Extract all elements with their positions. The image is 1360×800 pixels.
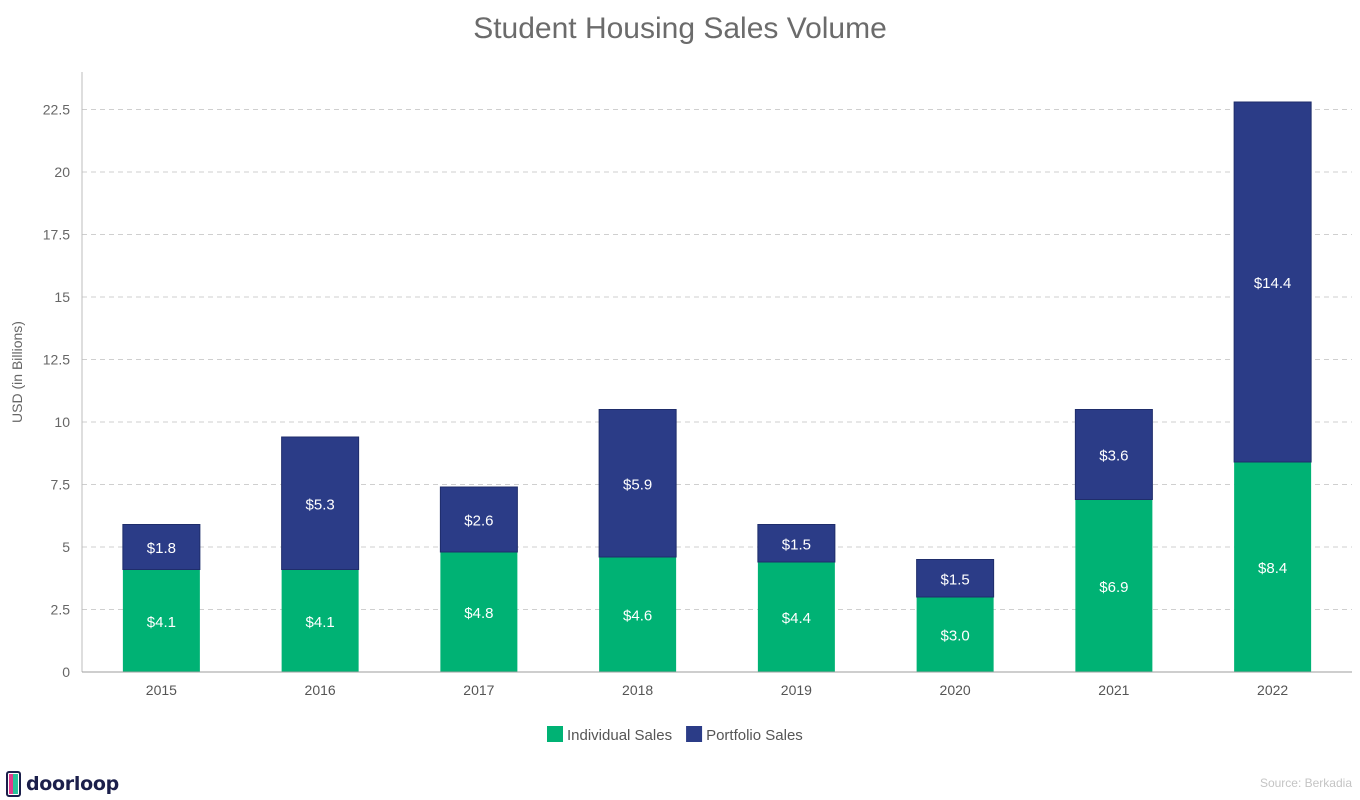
- legend-label: Portfolio Sales: [706, 727, 803, 744]
- bar-individual-2018: [599, 557, 677, 672]
- data-label: $4.6: [623, 608, 652, 625]
- bar-individual-2022: [1234, 462, 1312, 672]
- bar-portfolio-2018: [598, 409, 677, 558]
- data-label: $14.4: [1254, 275, 1292, 292]
- y-tick-label: 5: [62, 539, 70, 555]
- data-label: $4.8: [464, 605, 493, 622]
- y-tick-label: 20: [54, 164, 70, 180]
- data-label: $4.4: [782, 610, 811, 627]
- x-axis-ticks: 2015 2016 2017 2018 2019 2020 2021 2022: [146, 682, 1289, 698]
- axes: [81, 72, 1352, 673]
- bar-individual-2021: [1075, 499, 1153, 672]
- data-label: $2.6: [464, 513, 493, 530]
- bar-individual-2020: [916, 597, 994, 672]
- brand-logo: doorloop: [6, 770, 119, 798]
- y-axis-ticks: 0 2.5 5 7.5 10 12.5 15 17.5 20 22.5: [43, 102, 70, 681]
- data-label: $3.6: [1099, 448, 1128, 465]
- y-tick-label: 10: [54, 414, 70, 430]
- x-tick-label: 2017: [463, 682, 494, 698]
- legend-item-portfolio-sales: Portfolio Sales: [686, 726, 803, 744]
- y-tick-label: 22.5: [43, 102, 70, 118]
- x-tick-label: 2016: [305, 682, 336, 698]
- y-tick-label: 0: [62, 664, 70, 680]
- bar-portfolio-2022: [1233, 101, 1312, 463]
- legend-item-individual-sales: Individual Sales: [547, 726, 672, 744]
- bar-individual-2016: [281, 569, 359, 672]
- data-label: $5.3: [306, 496, 335, 513]
- y-tick-label: 15: [54, 289, 70, 305]
- x-tick-label: 2022: [1257, 682, 1288, 698]
- data-label: $4.1: [147, 614, 176, 631]
- y-tick-label: 7.5: [51, 477, 71, 493]
- bar-portfolio-2020: [916, 559, 995, 598]
- legend-swatch: [686, 726, 703, 742]
- data-label: $1.5: [782, 536, 811, 553]
- logo-text: doorloop: [26, 773, 119, 795]
- bar-individual-2019: [757, 562, 835, 672]
- gridlines: [82, 109, 1352, 610]
- legend-swatch: [547, 726, 563, 742]
- source-note: Source: Berkadia: [1259, 776, 1352, 790]
- data-label: $5.9: [623, 476, 652, 493]
- chart-title: Student Housing Sales Volume: [473, 12, 887, 45]
- bar-portfolio-2019: [757, 524, 836, 563]
- bars: [122, 101, 1312, 672]
- x-tick-label: 2019: [781, 682, 812, 698]
- data-label: $8.4: [1258, 560, 1287, 577]
- legend-label: Individual Sales: [567, 727, 672, 744]
- y-tick-label: 17.5: [43, 227, 70, 243]
- y-tick-label: 12.5: [43, 352, 70, 368]
- bar-individual-2017: [440, 552, 518, 672]
- y-tick-label: 2.5: [51, 602, 71, 618]
- bar-portfolio-2016: [281, 436, 360, 570]
- data-label: $4.1: [306, 614, 335, 631]
- bar-portfolio-2017: [439, 486, 518, 553]
- data-labels: $4.1 $1.8 $4.1 $5.3 $4.8 $2.6 $4.6 $5.9 $4.4 $1.5…: [147, 275, 1292, 645]
- data-label: $6.9: [1099, 579, 1128, 596]
- data-label: $1.5: [941, 571, 970, 588]
- bar-individual-2015: [122, 569, 200, 672]
- x-tick-label: 2015: [146, 682, 177, 698]
- y-axis-label: USD (in Billions): [9, 321, 25, 423]
- legend: Individual Sales Portfolio Sales: [547, 726, 803, 744]
- x-tick-label: 2018: [622, 682, 653, 698]
- data-label: $1.8: [147, 540, 176, 557]
- x-tick-label: 2020: [940, 682, 971, 698]
- data-label: $3.0: [941, 628, 970, 645]
- bar-portfolio-2021: [1074, 409, 1153, 500]
- door-icon: [6, 771, 21, 797]
- x-tick-label: 2021: [1098, 682, 1129, 698]
- bar-portfolio-2015: [122, 524, 201, 570]
